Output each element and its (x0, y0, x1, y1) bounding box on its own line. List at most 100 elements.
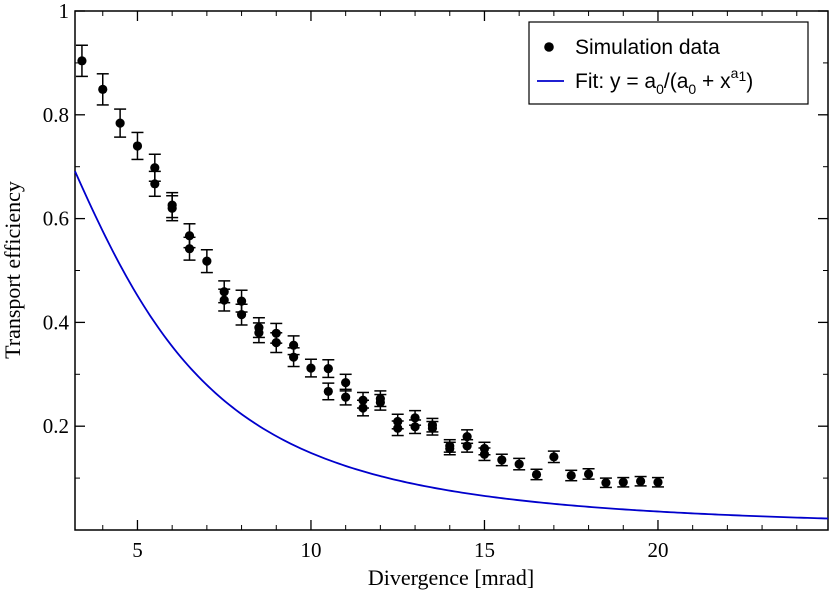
data-marker (115, 118, 125, 128)
data-point (651, 476, 664, 488)
data-point (148, 170, 161, 198)
data-marker (618, 477, 628, 487)
data-marker (202, 256, 212, 266)
fit-series (74, 170, 829, 520)
data-marker (636, 476, 646, 486)
data-point (96, 73, 109, 106)
y-tick-label: 0.8 (43, 103, 69, 127)
data-marker (479, 449, 490, 459)
legend-label-simulation: Simulation data (575, 36, 720, 59)
data-point (513, 457, 526, 471)
data-marker (167, 203, 177, 213)
x-tick-label: 5 (132, 538, 143, 562)
data-marker (236, 296, 247, 306)
x-tick-label: 10 (300, 538, 321, 562)
data-marker (132, 141, 143, 151)
legend-label-fit: Fit: y = a0/(a0 + xa1) (575, 65, 753, 97)
legend-marker-simulation (544, 42, 554, 52)
data-point (166, 195, 179, 222)
data-marker (427, 423, 438, 433)
data-point (478, 447, 491, 462)
data-marker (514, 459, 524, 469)
data-marker (236, 310, 247, 320)
legend-box (528, 21, 809, 105)
data-point (599, 477, 612, 489)
data-point (75, 44, 88, 78)
data-point (357, 399, 370, 417)
data-marker (566, 470, 576, 481)
data-marker (497, 455, 507, 465)
data-series (75, 44, 664, 489)
data-marker (341, 378, 351, 388)
fit-label-sup-a: a (731, 65, 739, 81)
data-marker (462, 441, 472, 451)
data-point (391, 420, 404, 437)
data-point (200, 248, 213, 274)
y-tick-label: 0.4 (43, 310, 70, 334)
y-tick-label: 1 (59, 0, 70, 23)
data-point (287, 347, 300, 368)
data-marker (150, 163, 160, 173)
data-marker (583, 469, 594, 479)
data-marker (219, 295, 229, 305)
data-point (374, 393, 387, 411)
data-point (495, 453, 508, 467)
data-point (131, 131, 144, 161)
data-marker (393, 423, 403, 433)
data-marker (323, 386, 333, 397)
data-point (322, 382, 335, 401)
data-marker (445, 443, 455, 454)
data-point (322, 359, 335, 379)
data-point (634, 475, 647, 487)
data-point (530, 468, 543, 481)
data-marker (653, 477, 663, 487)
data-point (409, 419, 422, 435)
fit-label-sub-a0: 0 (688, 81, 696, 97)
data-marker (341, 392, 351, 402)
data-point (582, 468, 595, 480)
y-tick-label: 0.2 (43, 414, 69, 438)
data-marker (306, 363, 316, 373)
data-marker (254, 328, 264, 338)
data-point (426, 420, 439, 436)
data-point (218, 288, 231, 312)
data-marker (184, 244, 195, 254)
data-marker (77, 56, 87, 66)
data-marker (549, 452, 559, 462)
data-point (443, 441, 456, 456)
data-point (547, 450, 560, 464)
fit-label-sub-a0: 0 (656, 81, 664, 97)
x-tick-label: 15 (474, 538, 495, 562)
data-point (252, 322, 265, 344)
data-marker (150, 179, 160, 189)
data-marker (531, 469, 542, 480)
x-axis-title: Divergence [mrad] (368, 565, 534, 590)
data-marker (375, 397, 385, 407)
x-tick-label: 20 (647, 538, 668, 562)
data-point (461, 438, 474, 453)
data-point (235, 303, 248, 326)
axis-ticks: 5 10 15 200.20.40.60.81 (43, 0, 828, 562)
data-marker (98, 84, 108, 94)
data-point (270, 332, 283, 354)
data-point (565, 469, 578, 482)
data-point (339, 373, 352, 392)
data-marker (410, 422, 420, 432)
legend: Simulation data Fit: y = a0/(a0 + xa1) (528, 21, 809, 105)
fit-label-part: Fit: y = a (575, 70, 656, 93)
data-marker (358, 403, 368, 413)
fit-curve (74, 170, 829, 520)
data-point (339, 388, 352, 406)
fit-label-part: ) (746, 70, 753, 93)
fit-label-sup-sub-1: 1 (738, 68, 746, 84)
y-axis-title: Transport efficiency (0, 181, 25, 359)
fit-label-part: /(a (664, 70, 689, 93)
data-marker (271, 338, 281, 348)
data-point (461, 429, 474, 445)
fit-label-part: + x (696, 70, 731, 93)
data-point (617, 476, 630, 488)
y-tick-label: 0.6 (43, 207, 69, 231)
data-point (183, 236, 196, 261)
data-point (304, 358, 317, 378)
